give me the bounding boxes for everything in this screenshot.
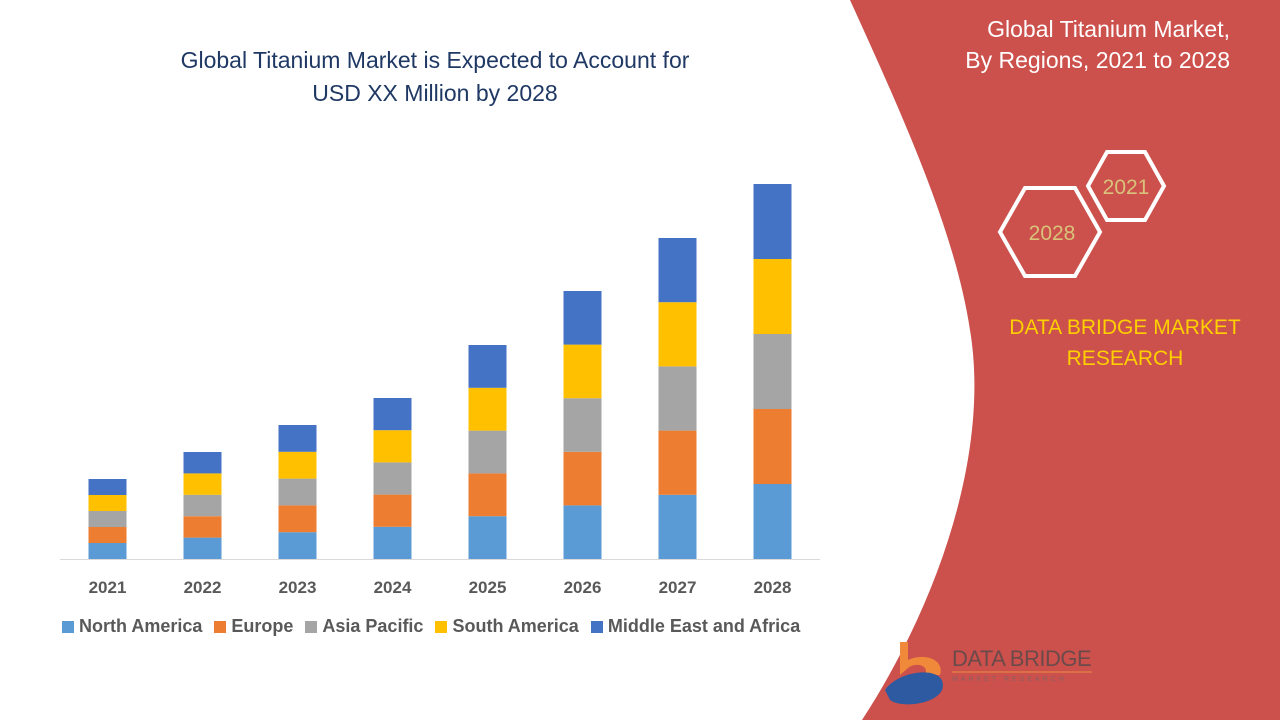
hexagon-2021: 2021: [1085, 150, 1167, 222]
bar-segment-2024-south-america: [373, 430, 412, 463]
bar-segment-2021-north-america: [88, 543, 127, 559]
x-tick-label: 2023: [279, 578, 317, 597]
x-tick-label: 2025: [469, 578, 507, 597]
bar-segment-2021-europe: [88, 527, 127, 543]
bar-segment-2023-south-america: [278, 451, 317, 479]
legend: North America Europe Asia Pacific South Ame…: [62, 616, 800, 637]
x-tick-label: 2026: [564, 578, 602, 597]
bar-segment-2022-middle-east-and-africa: [183, 452, 222, 474]
bar-segment-2027-europe: [658, 430, 697, 495]
legend-label: North America: [79, 616, 203, 636]
bar-segment-2027-asia-pacific: [658, 366, 697, 431]
bar-segment-2026-asia-pacific: [563, 398, 602, 452]
bar-segment-2025-middle-east-and-africa: [468, 345, 507, 388]
bar-segment-2024-europe: [373, 494, 412, 527]
bar-segment-2028-middle-east-and-africa: [753, 184, 792, 259]
bar-segment-2023-europe: [278, 505, 317, 533]
side-title-line-1: Global Titanium Market,: [987, 16, 1230, 42]
x-tick-label: 2028: [754, 578, 792, 597]
bar-segment-2027-north-america: [658, 494, 697, 559]
legend-swatch: [214, 620, 227, 633]
bar-segment-2027-south-america: [658, 302, 697, 367]
bar-segment-2026-middle-east-and-africa: [563, 291, 602, 345]
legend-label: Middle East and Africa: [607, 616, 801, 636]
bar-segment-2025-europe: [468, 473, 507, 517]
legend-swatch: [435, 620, 448, 633]
bar-segment-2023-middle-east-and-africa: [278, 425, 317, 452]
brand-name: DATA BRIDGE MARKET RESEARCH: [990, 312, 1260, 374]
stacked-bar-chart: 2021 2022 2023 2024 2025 2026 2027 2028: [60, 184, 820, 597]
legend-item: North America: [62, 616, 202, 637]
chart-title: Global Titanium Market is Expected to Ac…: [120, 44, 750, 110]
x-tick-label: 2021: [89, 578, 127, 597]
bar-segment-2025-south-america: [468, 387, 507, 431]
bar-segment-2026-south-america: [563, 344, 602, 399]
x-tick-label: 2024: [374, 578, 412, 597]
bar-segment-2026-north-america: [563, 505, 602, 559]
legend-swatch: [305, 620, 318, 633]
hexagon-2028: 2028: [997, 186, 1103, 278]
hex-2021-label: 2021: [1103, 176, 1150, 199]
x-tick-label: 2022: [184, 578, 222, 597]
brand-line-2: RESEARCH: [1066, 347, 1184, 370]
bar-segment-2024-middle-east-and-africa: [373, 398, 412, 431]
bar-segment-2028-asia-pacific: [753, 334, 792, 409]
side-title: Global Titanium Market, By Regions, 2021…: [930, 14, 1230, 76]
legend-swatch: [590, 620, 603, 633]
bar-segment-2022-asia-pacific: [183, 494, 222, 517]
logo-subtext: MARKET RESEARCH: [952, 676, 1067, 683]
bar-segment-2023-asia-pacific: [278, 478, 317, 506]
bar-segment-2022-south-america: [183, 473, 222, 495]
bar-segment-2021-south-america: [88, 495, 127, 511]
bar-segment-2025-north-america: [468, 516, 507, 559]
logo-text: DATA BRIDGE: [952, 646, 1092, 671]
side-title-line-2: By Regions, 2021 to 2028: [965, 47, 1230, 73]
bar-segment-2028-south-america: [753, 259, 792, 334]
title-line-1: Global Titanium Market is Expected to Ac…: [180, 47, 690, 73]
bar-segment-2022-europe: [183, 516, 222, 538]
legend-item: Europe: [214, 616, 293, 637]
bar-segment-2026-europe: [563, 451, 602, 506]
logo-mark: [885, 642, 943, 705]
legend-label: Asia Pacific: [322, 616, 424, 636]
legend-item: South America: [435, 616, 579, 637]
bar-segment-2024-north-america: [373, 526, 412, 559]
bar-segment-2021-middle-east-and-africa: [88, 479, 127, 495]
bar-segment-2028-europe: [753, 409, 792, 484]
hex-2028-label: 2028: [1029, 222, 1076, 245]
bar-segment-2023-north-america: [278, 532, 317, 559]
bar-segment-2025-asia-pacific: [468, 430, 507, 474]
bar-segment-2021-asia-pacific: [88, 511, 127, 527]
legend-label: Europe: [231, 616, 294, 636]
bar-segment-2027-middle-east-and-africa: [658, 238, 697, 303]
brand-line-1: DATA BRIDGE MARKET: [1009, 316, 1241, 339]
bar-segment-2022-north-america: [183, 537, 222, 559]
bar-segment-2024-asia-pacific: [373, 462, 412, 495]
legend-label: South America: [452, 616, 579, 636]
side-panel: [850, 0, 1280, 720]
title-line-2: USD XX Million by 2028: [312, 80, 558, 106]
legend-swatch: [62, 620, 74, 633]
legend-item: Middle East and Africa: [590, 616, 801, 637]
x-tick-label: 2027: [659, 578, 697, 597]
legend-item: Asia Pacific: [305, 616, 423, 637]
bar-segment-2028-north-america: [753, 484, 792, 559]
